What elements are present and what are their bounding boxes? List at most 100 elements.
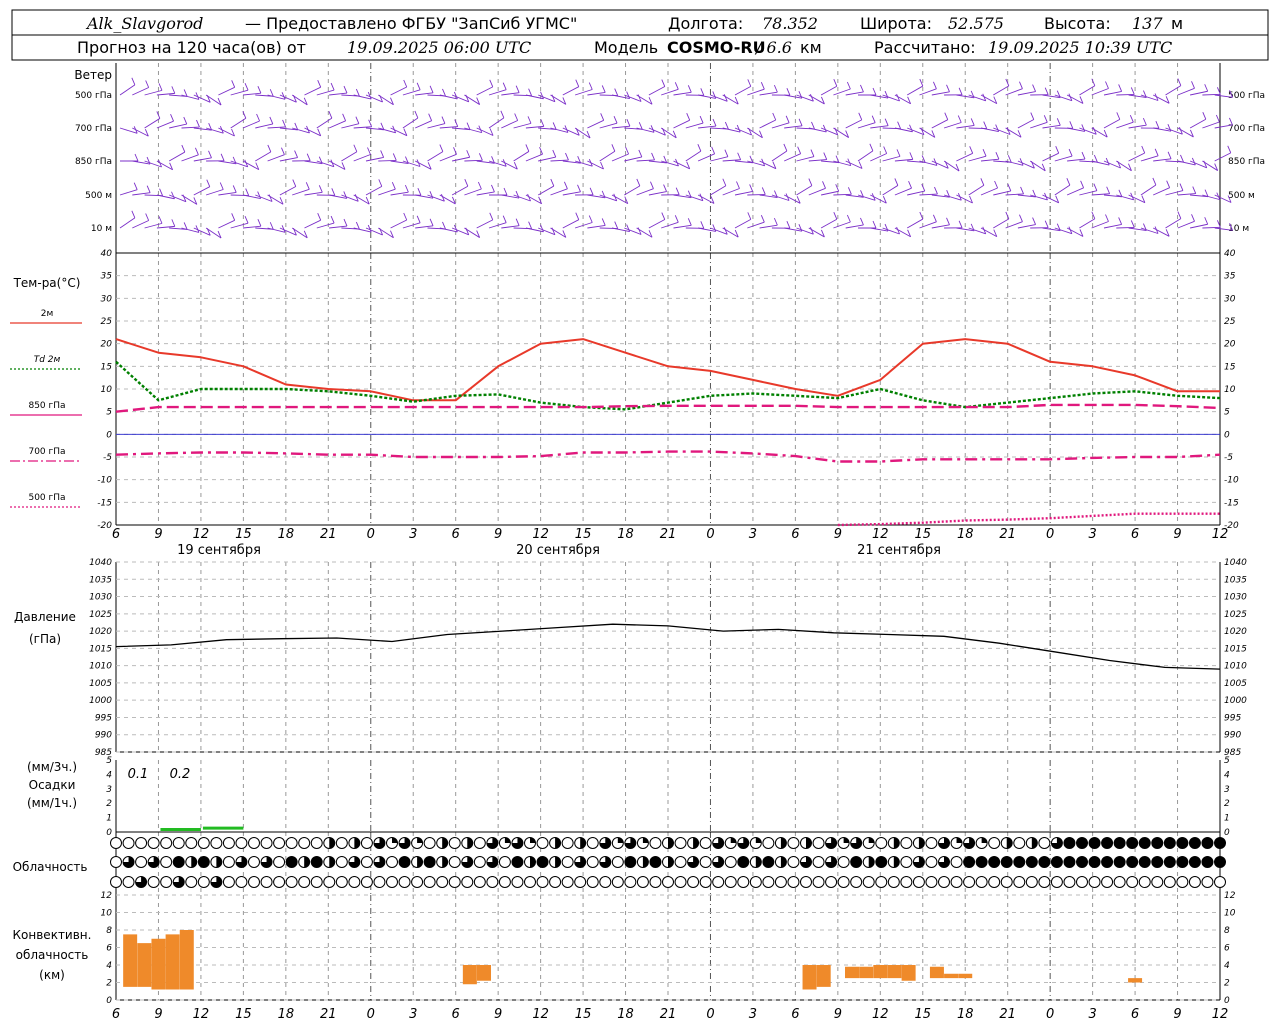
x-tick-label: 6 (1131, 527, 1139, 542)
wind-barb-flag (760, 214, 765, 223)
cloud-cover-circle (348, 856, 361, 868)
wind-barb-flag (1020, 186, 1024, 195)
wind-barb-flag (860, 217, 864, 226)
wind-barb (1103, 160, 1121, 169)
cloud-circle-outline (323, 876, 336, 888)
cloud-cover-circle (762, 837, 775, 849)
wind-barb (562, 191, 581, 196)
wind-barb (943, 160, 960, 172)
wind-barbs (119, 77, 1233, 239)
wind-barb-flag (515, 218, 520, 226)
wind-barb-flag (1152, 177, 1157, 186)
cloud-cover-circle (850, 876, 863, 888)
wind-barb-flag (600, 161, 604, 170)
wind-barb (808, 94, 825, 105)
wind-barb (1017, 119, 1034, 129)
cloud-circle-fill (963, 837, 975, 849)
wind-barb (698, 227, 716, 232)
cloud-cover-circle (762, 876, 775, 888)
cloud-circle-outline (699, 856, 712, 868)
cloud-cover-circle (662, 856, 674, 868)
wind-barb-flag (845, 130, 850, 138)
cloud-cover-circle (1038, 837, 1051, 849)
x-tick-label: 15 (235, 1007, 252, 1022)
wind-barb-flag (1041, 163, 1046, 172)
wind-barb-flag (257, 191, 262, 199)
wind-barb-flag (946, 217, 950, 225)
cloud-cover-circle (210, 837, 223, 849)
cloud-cover-circle (900, 856, 913, 868)
cloud-circle-fill (918, 837, 925, 849)
cloud-circle-fill (693, 837, 699, 849)
cloud-circle-outline (185, 876, 198, 888)
temp-tick-label: 0 (1224, 430, 1230, 440)
cloud-cover-circle (335, 837, 348, 849)
wind-barb (796, 156, 815, 162)
wind-barb (882, 185, 899, 196)
wind-barb-flag (723, 227, 728, 235)
cloud-cover-circle (1163, 856, 1176, 868)
wind-barb-flag (624, 196, 629, 204)
wind-barb (587, 119, 604, 129)
cloud-circle-outline (235, 837, 248, 849)
wind-barb (181, 126, 200, 129)
wind-barb (1005, 221, 1023, 229)
wind-barb-flag (193, 197, 198, 205)
cloud-circle-outline (662, 876, 674, 888)
wind-barb-flag (341, 162, 346, 170)
wind-barb (587, 225, 606, 229)
x-tick-label: 15 (235, 527, 252, 542)
cloud-circle-outline (1013, 876, 1026, 888)
wind-barb (132, 220, 149, 229)
wind-barb-flag (747, 79, 752, 87)
wind-barb-flag (749, 155, 754, 163)
wind-barb (451, 227, 469, 236)
wind-barb-flag (403, 79, 408, 88)
conv-tick-label: 2 (1224, 979, 1230, 989)
cloud-circle-outline (762, 837, 775, 849)
precip-unit-1h: (мм/1ч.) (27, 796, 77, 810)
cloud-cover-circle (511, 876, 524, 888)
cloud-cover-circle (950, 837, 963, 849)
wind-barb-flag (391, 181, 396, 190)
cloud-cover-circle (938, 856, 950, 868)
wind-barb-flag (1190, 129, 1194, 138)
x-tick-label: 3 (749, 527, 757, 542)
cloud-circle-fill (135, 876, 147, 888)
cloud-cover-circle (373, 856, 386, 868)
wind-barb (919, 88, 937, 96)
cloud-cover-circle (185, 876, 198, 888)
wind-barb-flag (1081, 151, 1086, 160)
wind-barb (698, 94, 716, 99)
wind-barb-flag (638, 149, 643, 158)
wind-barb-flag (515, 85, 520, 93)
wind-barb-flag (281, 92, 286, 100)
cloud-cover-circle (398, 856, 411, 868)
wind-barb-flag (687, 85, 692, 93)
wind-barb (353, 227, 372, 233)
cloud-cover-circle (875, 876, 888, 888)
wind-level-label: 700 гПа (75, 124, 112, 134)
wind-barb (242, 120, 260, 129)
model-label: Модель (594, 38, 658, 57)
wind-barb (894, 94, 911, 105)
wind-barb (611, 125, 630, 129)
wind-barb (980, 158, 999, 162)
cloud-cover-circle (837, 837, 850, 849)
wind-barb-flag (712, 91, 717, 99)
wind-barb-flag (982, 93, 987, 102)
wind-barb-flag (464, 179, 469, 187)
cloud-circle-outline (674, 837, 687, 849)
wind-barb (119, 84, 136, 96)
cloud-circle-outline (963, 876, 976, 888)
cloud-cover-circle (599, 876, 612, 888)
wind-barb (1066, 227, 1084, 237)
wind-barb (205, 227, 222, 239)
wind-barb (857, 150, 874, 162)
wind-barb-flag (994, 180, 998, 189)
cloud-cover-circle (411, 876, 424, 888)
wind-barb-flag (453, 224, 458, 233)
wind-barb (845, 91, 864, 96)
